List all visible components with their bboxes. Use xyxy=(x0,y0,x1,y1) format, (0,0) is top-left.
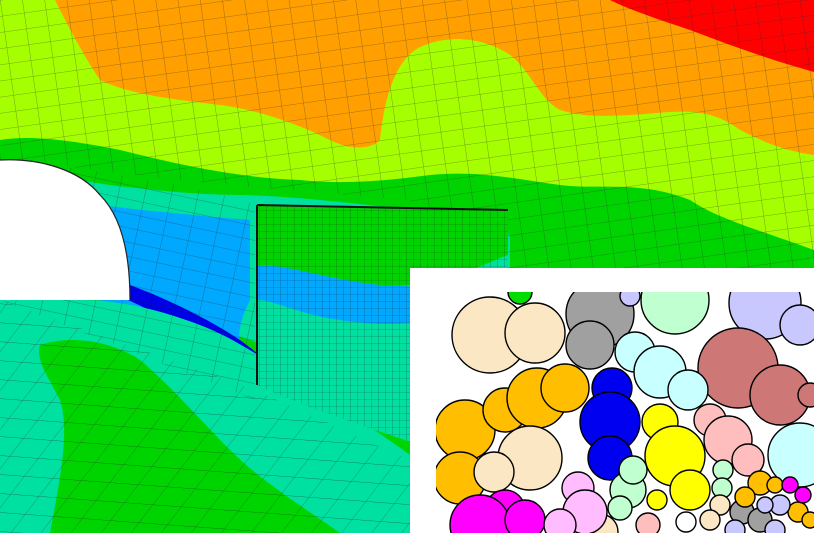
particle-circle xyxy=(619,292,641,307)
particle-circle xyxy=(667,369,709,411)
particle-packing-inset xyxy=(410,268,814,533)
particle-circle xyxy=(734,486,756,508)
particle-circle xyxy=(801,511,814,529)
particle-circle xyxy=(797,382,814,408)
particle-circle xyxy=(766,476,784,494)
particle-circle xyxy=(669,469,711,511)
particle-circle xyxy=(618,455,648,485)
particle-circle xyxy=(794,486,812,504)
particle-circles xyxy=(436,292,814,533)
particle-circle xyxy=(699,509,721,531)
floor-mesh-overlay xyxy=(0,300,410,533)
tunnel-opening-edge xyxy=(0,159,131,301)
particle-circle xyxy=(473,451,515,493)
particle-circle xyxy=(507,292,533,305)
tunnel-opening xyxy=(0,159,130,300)
particle-circle xyxy=(756,496,774,514)
particle-circle xyxy=(640,292,710,335)
particle-circle xyxy=(764,519,786,533)
particle-circle xyxy=(779,304,814,346)
particle-circle xyxy=(504,302,566,364)
particle-circle xyxy=(607,495,633,521)
particle-circle xyxy=(543,508,577,533)
particle-circle xyxy=(540,363,590,413)
particle-circle xyxy=(709,494,731,516)
particle-circle xyxy=(504,499,546,533)
particle-circle xyxy=(712,459,734,481)
particle-circle xyxy=(675,511,697,533)
roof-mesh-overlay xyxy=(0,0,814,270)
particle-circle xyxy=(724,519,746,533)
particle-circle xyxy=(635,512,661,533)
particle-circle xyxy=(646,489,668,511)
particle-circle xyxy=(731,443,765,477)
excavation-face-edge xyxy=(256,204,509,385)
particle-circle xyxy=(781,476,799,494)
particle-circle xyxy=(565,320,615,370)
